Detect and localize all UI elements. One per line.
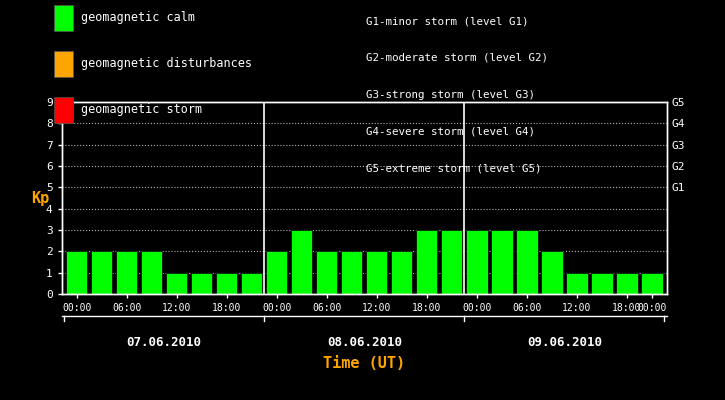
Text: 09.06.2010: 09.06.2010: [527, 336, 602, 349]
Text: G3-strong storm (level G3): G3-strong storm (level G3): [366, 90, 535, 100]
Bar: [166, 273, 187, 294]
Bar: [216, 273, 237, 294]
Bar: [442, 230, 463, 294]
Bar: [642, 273, 663, 294]
Bar: [416, 230, 437, 294]
Text: Time (UT): Time (UT): [323, 356, 405, 372]
Text: G2-moderate storm (level G2): G2-moderate storm (level G2): [366, 53, 548, 63]
Bar: [466, 230, 487, 294]
Text: G1-minor storm (level G1): G1-minor storm (level G1): [366, 16, 529, 26]
Bar: [492, 230, 513, 294]
Bar: [542, 251, 563, 294]
Bar: [316, 251, 337, 294]
Bar: [366, 251, 387, 294]
Bar: [566, 273, 587, 294]
Bar: [592, 273, 613, 294]
Bar: [291, 230, 312, 294]
Bar: [516, 230, 537, 294]
Bar: [141, 251, 162, 294]
Text: 08.06.2010: 08.06.2010: [327, 336, 402, 349]
Bar: [66, 251, 87, 294]
Bar: [392, 251, 413, 294]
Text: G4-severe storm (level G4): G4-severe storm (level G4): [366, 126, 535, 136]
Y-axis label: Kp: Kp: [31, 190, 49, 206]
Text: G5-extreme storm (level G5): G5-extreme storm (level G5): [366, 163, 542, 173]
Bar: [241, 273, 262, 294]
Text: geomagnetic calm: geomagnetic calm: [81, 12, 195, 24]
Text: geomagnetic storm: geomagnetic storm: [81, 104, 202, 116]
Bar: [616, 273, 637, 294]
Bar: [341, 251, 362, 294]
Bar: [191, 273, 212, 294]
Bar: [266, 251, 287, 294]
Bar: [116, 251, 137, 294]
Text: 07.06.2010: 07.06.2010: [127, 336, 202, 349]
Bar: [91, 251, 112, 294]
Text: geomagnetic disturbances: geomagnetic disturbances: [81, 58, 252, 70]
